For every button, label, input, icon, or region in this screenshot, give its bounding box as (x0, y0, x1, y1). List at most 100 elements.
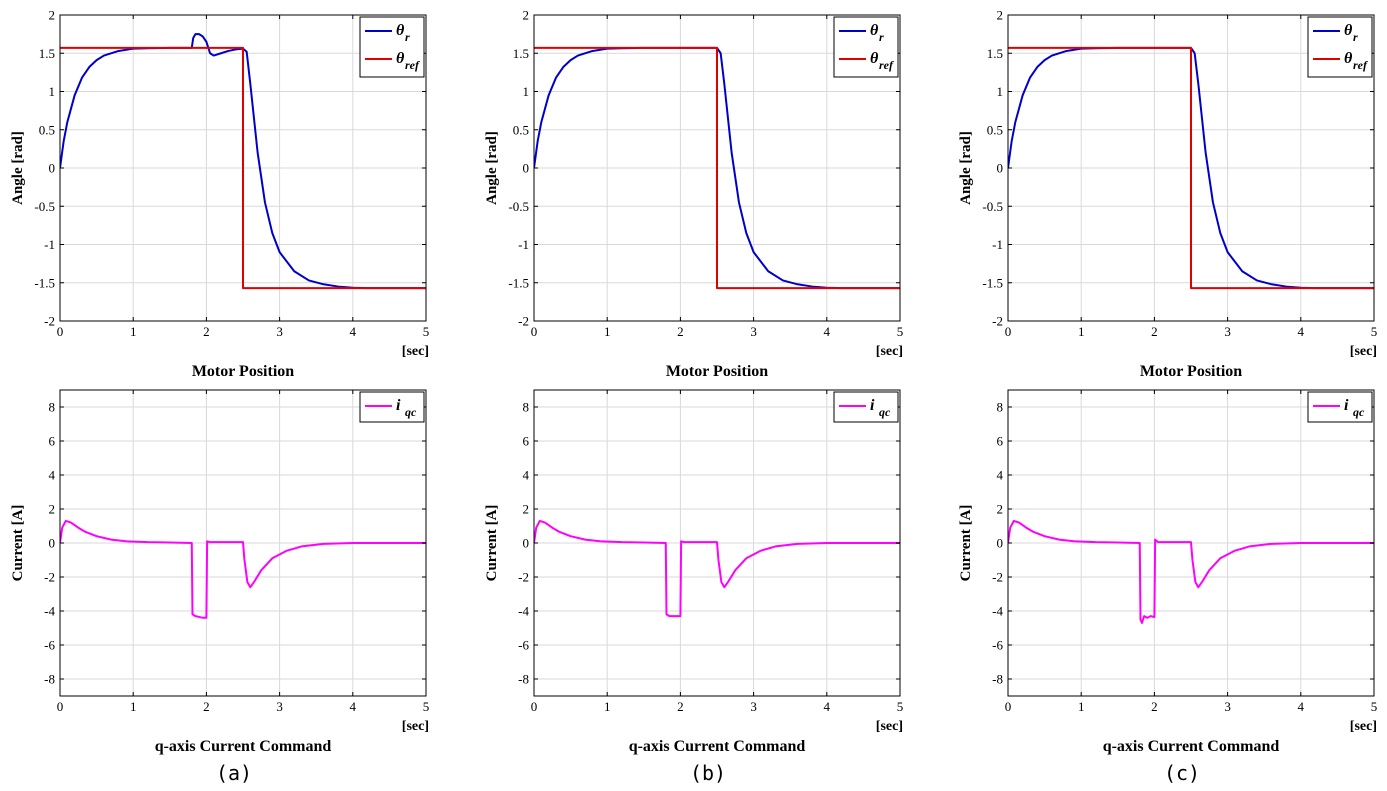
y-tick-label: -4 (992, 604, 1003, 619)
x-tick-label: 1 (604, 699, 611, 714)
x-tick-label: 4 (350, 324, 357, 339)
y-tick-label: 8 (997, 400, 1004, 415)
y-tick-label: -1 (44, 237, 55, 252)
chart-c-pos: 0 1 2 3 4 5 -2 -1.5 -1 -0.5 0 0.5 1 1.5 2 [sec] Angle [r… (958, 8, 1377, 381)
chart-title: q-axis Current Command (629, 738, 806, 755)
series-line-θref (1008, 46, 1374, 290)
y-tick-label: 1 (523, 84, 530, 99)
y-tick-label: 6 (523, 434, 530, 449)
series-line-iqc (534, 519, 900, 618)
x-tick-label: 5 (897, 324, 904, 339)
legend-label: i (396, 397, 401, 414)
x-tick-label: 3 (1224, 699, 1231, 714)
y-tick-label: 4 (49, 468, 56, 483)
series-line-iqc (1008, 519, 1374, 624)
legend: i qc (1307, 391, 1373, 423)
x-tick-label: 3 (750, 699, 757, 714)
chart-title: q-axis Current Command (155, 738, 332, 755)
x-tick-label: 3 (276, 324, 283, 339)
y-tick-label: 8 (523, 400, 530, 415)
series-line-θref (60, 46, 426, 290)
y-tick-label: -2 (992, 314, 1003, 329)
y-tick-label: -8 (992, 672, 1003, 687)
chart-title: Motor Position (192, 363, 294, 380)
x-unit-label: [sec] (402, 719, 429, 734)
y-axis-label: Angle [rad] (10, 131, 26, 205)
y-tick-label: -2 (44, 570, 55, 585)
y-tick-label: 0.5 (39, 122, 55, 137)
y-tick-label: -4 (518, 604, 529, 619)
x-tick-label: 5 (897, 699, 904, 714)
x-tick-label: 1 (1078, 699, 1085, 714)
legend-label-subscript: r (405, 30, 410, 44)
legend: θ rθ ref (1307, 16, 1373, 78)
legend-label: θ (870, 50, 879, 67)
legend-label-subscript: ref (1353, 58, 1368, 72)
y-tick-label: 2 (997, 502, 1004, 517)
y-tick-label: -6 (518, 638, 529, 653)
y-tick-label: -0.5 (982, 199, 1003, 214)
series-line-θr (534, 46, 900, 290)
y-tick-label: -1 (518, 237, 529, 252)
series-line-θref (534, 46, 900, 290)
y-tick-label: -6 (992, 638, 1003, 653)
x-unit-label: [sec] (876, 344, 903, 359)
x-unit-label: [sec] (402, 344, 429, 359)
legend: θ rθ ref (833, 16, 899, 78)
x-tick-label: 2 (203, 699, 210, 714)
legend-label: θ (1344, 22, 1353, 39)
y-tick-label: 2 (997, 8, 1004, 23)
legend-label-subscript: ref (879, 58, 894, 72)
y-tick-label: 6 (49, 434, 56, 449)
x-tick-label: 0 (57, 699, 64, 714)
y-tick-label: 0 (49, 536, 56, 551)
x-tick-label: 0 (531, 324, 538, 339)
x-tick-label: 2 (677, 699, 684, 714)
legend-label: θ (1344, 50, 1353, 67)
y-tick-label: 4 (523, 468, 530, 483)
y-tick-label: 4 (997, 468, 1004, 483)
x-tick-label: 1 (130, 324, 137, 339)
x-tick-label: 4 (350, 699, 357, 714)
legend-box (1307, 16, 1373, 78)
legend-label: i (870, 397, 875, 414)
x-unit-label: [sec] (1350, 344, 1377, 359)
y-tick-label: -8 (518, 672, 529, 687)
legend-label: θ (870, 22, 879, 39)
y-axis-label: Angle [rad] (484, 131, 500, 205)
y-tick-label: 0 (523, 161, 530, 176)
y-tick-label: -4 (44, 604, 55, 619)
legend-label: θ (396, 50, 405, 67)
legend: θ rθ ref (359, 16, 425, 78)
x-unit-label: [sec] (1350, 719, 1377, 734)
x-tick-label: 2 (1151, 324, 1158, 339)
y-tick-label: -1 (992, 237, 1003, 252)
x-tick-label: 4 (1298, 324, 1305, 339)
y-tick-label: 0 (997, 161, 1004, 176)
x-tick-label: 1 (1078, 324, 1085, 339)
chart-a-cur: 0 1 2 3 4 5 -8 -6 -4 -2 0 2 4 6 8 [sec] Current [A] q-axi… (10, 389, 429, 755)
y-tick-label: -2 (518, 314, 529, 329)
chart-b-pos: 0 1 2 3 4 5 -2 -1.5 -1 -0.5 0 0.5 1 1.5 2 [sec] Angle [r… (484, 8, 903, 381)
x-tick-label: 4 (824, 699, 831, 714)
y-tick-label: -0.5 (34, 199, 55, 214)
legend: i qc (833, 391, 899, 423)
y-tick-label: 0 (49, 161, 56, 176)
y-tick-label: 0.5 (513, 122, 529, 137)
y-tick-label: -2 (518, 570, 529, 585)
x-tick-label: 3 (276, 699, 283, 714)
x-tick-label: 2 (203, 324, 210, 339)
x-tick-label: 1 (604, 324, 611, 339)
y-tick-label: -8 (44, 672, 55, 687)
legend-box (833, 16, 899, 78)
y-tick-label: 0 (523, 536, 530, 551)
chart-title: Motor Position (666, 363, 768, 380)
legend-label-subscript: r (1353, 30, 1358, 44)
y-tick-label: 2 (523, 502, 530, 517)
y-tick-label: -1.5 (508, 275, 529, 290)
legend-box (359, 16, 425, 78)
y-tick-label: 1 (997, 84, 1004, 99)
y-tick-label: -0.5 (508, 199, 529, 214)
y-tick-label: 8 (49, 400, 56, 415)
y-tick-label: 2 (49, 502, 56, 517)
